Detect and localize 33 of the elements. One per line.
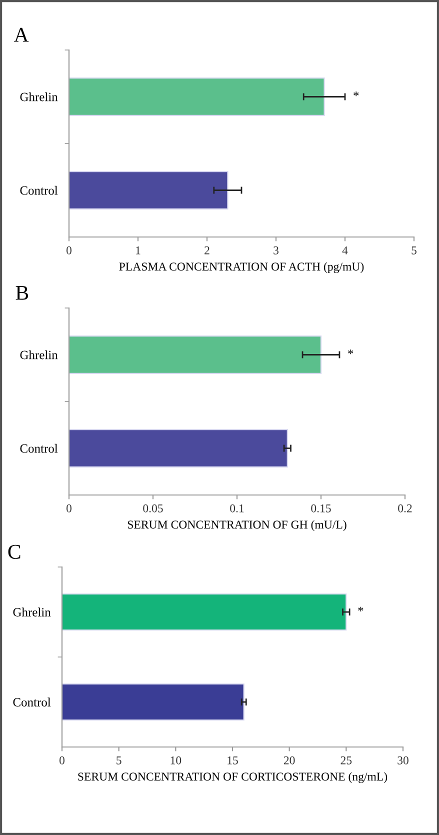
chart-title: B — [16, 286, 28, 300]
x-tick-label: 25 — [340, 756, 352, 764]
x-tick-label: 30 — [398, 756, 408, 764]
x-axis-title: PLASMA CONCENTRATION OF ACTH (pg/mU) — [119, 262, 364, 274]
x-tick-label: 0 — [66, 246, 72, 254]
y-tick-label: Ghrelin — [13, 608, 51, 616]
y-tick-label: Control — [20, 186, 58, 195]
x-tick-label: 4 — [342, 246, 348, 254]
y-tick-label: Control — [20, 444, 58, 453]
x-tick-label: 15 — [228, 756, 238, 764]
y-tick-label: Ghrelin — [20, 350, 58, 360]
x-tick-label: 0.2 — [398, 504, 412, 512]
x-axis-title: SERUM CONCENTRATION OF GH (mU/L) — [128, 520, 346, 531]
x-axis-title: SERUM CONCENTRATION OF CORTICOSTERONE (ng/mL) — [78, 772, 388, 784]
chart-title: A — [14, 28, 29, 42]
x-tick-label: 10 — [170, 756, 182, 764]
x-tick-label: 2 — [204, 246, 210, 254]
x-tick-label: 20 — [284, 756, 295, 764]
y-tick-label: Control — [13, 698, 51, 706]
x-tick-label: 5 — [116, 756, 122, 764]
x-tick-label: 0.15 — [311, 504, 331, 512]
annotation: * — [348, 350, 354, 354]
annotation: * — [354, 92, 359, 96]
x-tick-label: 0 — [60, 756, 64, 764]
y-tick-label: Ghrelin — [20, 92, 58, 102]
chart-title: C — [8, 544, 20, 559]
x-tick-label: 1 — [136, 246, 140, 254]
x-tick-label: 5 — [412, 246, 416, 254]
annotation: * — [358, 606, 364, 612]
x-tick-label: 3 — [274, 246, 278, 254]
x-tick-label: 0.05 — [143, 504, 163, 512]
x-tick-label: 0 — [66, 504, 72, 512]
x-tick-label: 0.1 — [230, 504, 244, 512]
